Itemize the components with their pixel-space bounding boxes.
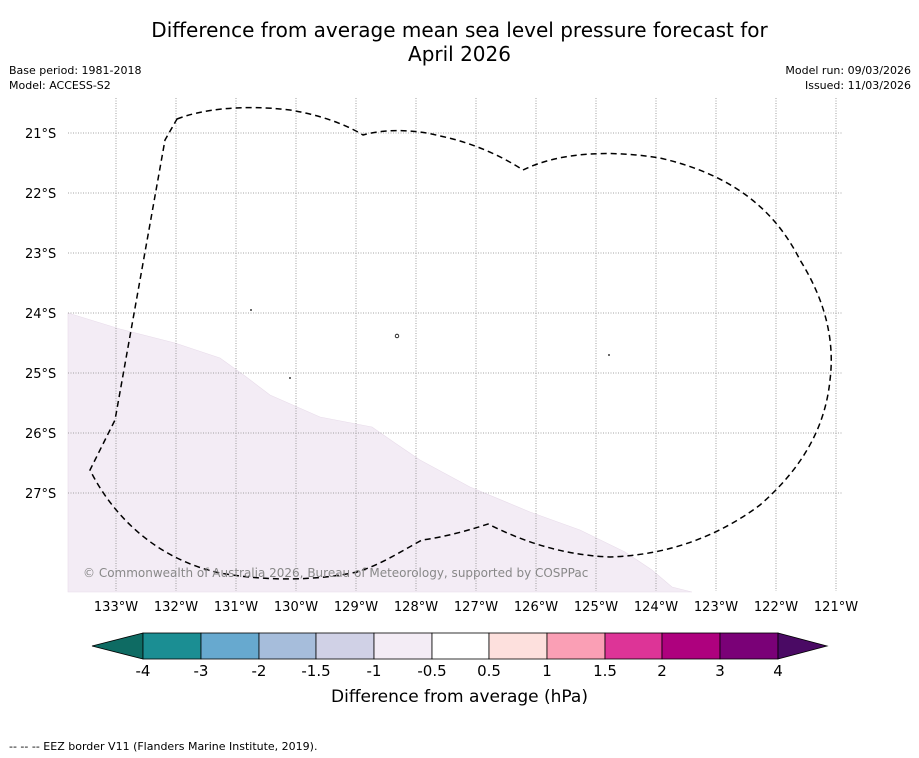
lat-label: 22°S — [25, 187, 56, 202]
lon-label: 124°W — [634, 600, 678, 615]
base-period: Base period: 1981-2018 — [9, 64, 142, 77]
colorbar-bin — [200, 632, 260, 660]
eez-border — [89, 106, 832, 580]
colorbar-tick: 4 — [773, 662, 783, 680]
colorbar-tick: -2 — [252, 662, 267, 680]
island-marker — [608, 354, 610, 356]
colorbar-bin — [488, 632, 548, 660]
meta-left: Base period: 1981-2018 Model: ACCESS-S2 — [9, 63, 141, 93]
colorbar-label: Difference from average (hPa) — [331, 687, 588, 707]
lat-label: 26°S — [25, 427, 56, 442]
lat-label: 27°S — [25, 487, 56, 502]
lon-label: 125°W — [574, 600, 618, 615]
colorbar-tick: 0.5 — [477, 662, 501, 680]
island-marker — [394, 333, 400, 339]
colorbar-tick: -1 — [367, 662, 382, 680]
lat-label: 21°S — [25, 127, 56, 142]
lon-label: 131°W — [214, 600, 258, 615]
colorbar-tick: 1 — [542, 662, 552, 680]
title-line-2: April 2026 — [408, 42, 511, 66]
lat-gridlines — [68, 132, 843, 494]
lon-label: 127°W — [454, 600, 498, 615]
colorbar-high-extend — [777, 632, 829, 660]
lon-label: 121°W — [814, 600, 858, 615]
colorbar-tick: 2 — [657, 662, 667, 680]
colorbar-tick: 1.5 — [593, 662, 617, 680]
island-marker — [250, 309, 252, 311]
lon-label: 122°W — [754, 600, 798, 615]
colorbar-bin — [604, 632, 663, 660]
model-name: Model: ACCESS-S2 — [9, 79, 111, 92]
colorbar-tick: 3 — [715, 662, 725, 680]
colorbar-low-extend — [91, 632, 144, 660]
colorbar-bin — [661, 632, 721, 660]
colorbar-bin — [373, 632, 433, 660]
colorbar-tick: -1.5 — [301, 662, 330, 680]
lat-label: 25°S — [25, 367, 56, 382]
colorbar — [91, 632, 829, 660]
colorbar-bin — [546, 632, 606, 660]
lat-label: 23°S — [25, 247, 56, 262]
colorbar-bin — [719, 632, 779, 660]
colorbar-bin — [258, 632, 317, 660]
lat-label: 24°S — [25, 307, 56, 322]
colorbar-tick: -4 — [136, 662, 151, 680]
lon-label: 123°W — [694, 600, 738, 615]
lon-label: 126°W — [514, 600, 558, 615]
lon-label: 133°W — [94, 600, 138, 615]
lon-label: 130°W — [274, 600, 318, 615]
colorbar-tick: -3 — [194, 662, 209, 680]
issued-date: Issued: 11/03/2026 — [804, 79, 911, 92]
lon-label: 129°W — [334, 600, 378, 615]
colorbar-tick: -0.5 — [417, 662, 446, 680]
lon-label: 132°W — [154, 600, 198, 615]
meta-right: Model run: 09/03/2026 Issued: 11/03/2026 — [785, 63, 911, 93]
colorbar-bin — [315, 632, 375, 660]
anomaly-shaded-region — [67, 312, 693, 593]
chart-title: Difference from average mean sea level p… — [0, 18, 919, 66]
lon-label: 128°W — [394, 600, 438, 615]
colorbar-bin — [142, 632, 202, 660]
copyright-text: © Commonwealth of Australia 2026, Bureau… — [83, 566, 588, 580]
island-marker — [289, 377, 291, 379]
eez-legend: -- -- -- EEZ border V11 (Flanders Marine… — [9, 740, 318, 753]
title-line-1: Difference from average mean sea level p… — [151, 18, 768, 42]
colorbar-bin — [431, 632, 490, 660]
lon-gridlines — [115, 98, 837, 591]
model-run: Model run: 09/03/2026 — [785, 64, 911, 77]
